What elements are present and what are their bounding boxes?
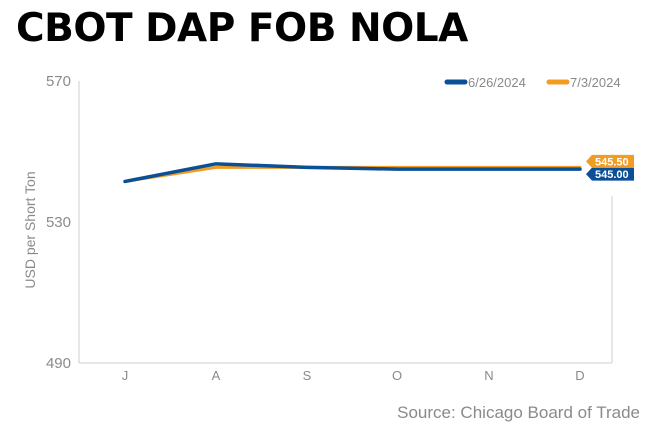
x-tick-label: S xyxy=(303,368,312,383)
chart-title: CBOT DAP FOB NOLA xyxy=(16,6,468,51)
y-tick-label: 490 xyxy=(46,355,71,372)
series-lines xyxy=(123,162,582,184)
x-tick-label: D xyxy=(575,368,584,383)
end-value-label: 545.50 xyxy=(595,156,629,168)
end-label-tag xyxy=(586,167,634,181)
y-tick-labels: 490 530 570 xyxy=(46,73,71,372)
x-tick-label: O xyxy=(392,368,402,383)
y-tick-label: 570 xyxy=(46,73,71,90)
y-axis-label: USD per Short Ton xyxy=(22,171,38,288)
end-label-tag xyxy=(586,154,634,168)
chart-axes xyxy=(78,81,613,364)
legend-label: 7/3/2024 xyxy=(570,75,621,90)
x-tick-label: N xyxy=(484,368,493,383)
legend-label: 6/26/2024 xyxy=(468,75,526,90)
y-tick-label: 530 xyxy=(46,214,71,231)
x-tick-label: A xyxy=(212,368,221,383)
x-tick-label: J xyxy=(122,368,129,383)
legend: 6/26/2024 7/3/2024 xyxy=(444,75,621,90)
series-line xyxy=(123,162,582,184)
end-value-label: 545.00 xyxy=(595,169,629,181)
source-note: Source: Chicago Board of Trade xyxy=(397,403,640,422)
